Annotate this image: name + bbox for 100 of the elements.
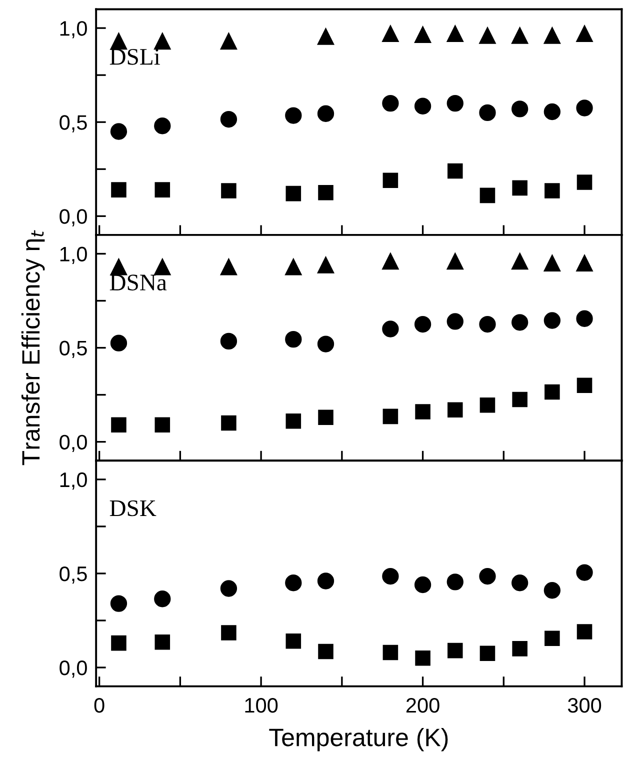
point [221,183,236,198]
point [447,642,463,658]
point [480,646,496,662]
point [511,100,528,118]
point [512,180,528,196]
point [544,254,561,272]
point [286,634,302,649]
point [415,650,430,666]
x-axis-title: Temperature (K) [269,728,448,752]
point [110,123,128,140]
point [414,576,432,594]
point [576,624,592,640]
point [110,258,128,276]
point [317,336,334,352]
point [544,27,561,44]
y-axis-title: Transfer Efficiency η$_{t}$ [21,230,45,466]
y-tick-label: 1,0 [60,246,87,264]
point [512,392,528,408]
point [110,32,128,50]
point [480,188,496,204]
point [414,98,432,114]
point [285,330,302,348]
point [286,186,302,202]
point [544,630,560,646]
point [154,634,170,650]
point [285,107,302,124]
point [576,25,593,42]
point [479,316,496,333]
y-tick-label: 0,5 [60,115,87,132]
y-tick-label: 1,0 [60,21,87,38]
y-tick-label: 0,5 [60,340,87,358]
point [285,258,302,276]
point [576,254,593,272]
annotation: DSK [110,500,156,516]
point [318,644,334,660]
point [414,26,432,43]
point [220,32,238,50]
point [111,417,126,433]
x-tick-label: 0 [94,698,104,713]
y-tick-label: 1,0 [60,472,87,490]
point [544,312,561,329]
point [154,182,170,198]
point [154,258,171,276]
point [446,252,464,270]
point [446,574,464,590]
point [512,641,528,656]
point [317,256,334,274]
point [221,625,236,640]
point [318,410,334,426]
point [480,398,496,413]
point [576,564,593,581]
point [111,182,126,198]
point [511,314,528,331]
point [221,415,236,431]
annotation: DSLi [110,48,160,65]
point [154,417,170,433]
point [382,25,399,42]
point [318,184,334,200]
point [382,320,399,338]
point [286,413,302,429]
annotation: DSNa [110,274,167,291]
point [220,110,238,128]
point [544,384,560,400]
point [382,408,398,424]
point [154,118,171,134]
point [576,378,592,394]
point [382,94,399,112]
point [479,27,496,44]
point [110,595,128,612]
y-tick-label: 0,5 [60,566,87,584]
point [220,580,238,597]
point [447,163,463,179]
y-tick-label: 0,0 [60,209,87,226]
point [154,590,171,608]
point [285,574,302,592]
point [576,174,592,190]
point [447,402,463,418]
point [544,183,560,198]
point [382,172,398,188]
point [576,100,593,116]
point [544,582,561,599]
point [317,105,334,122]
point [446,25,464,42]
point [220,332,238,350]
point [511,27,528,44]
point [317,28,334,45]
point [511,252,528,270]
point [220,258,238,276]
y-tick-label: 0,0 [60,434,87,452]
point [479,104,496,122]
point [382,644,398,660]
point [111,635,126,651]
point [382,252,399,270]
point [317,572,334,590]
point [511,574,528,592]
x-tick-label: 200 [406,698,440,713]
point [154,32,171,50]
x-tick-label: 100 [245,698,278,713]
point [446,313,464,330]
point [415,404,430,420]
